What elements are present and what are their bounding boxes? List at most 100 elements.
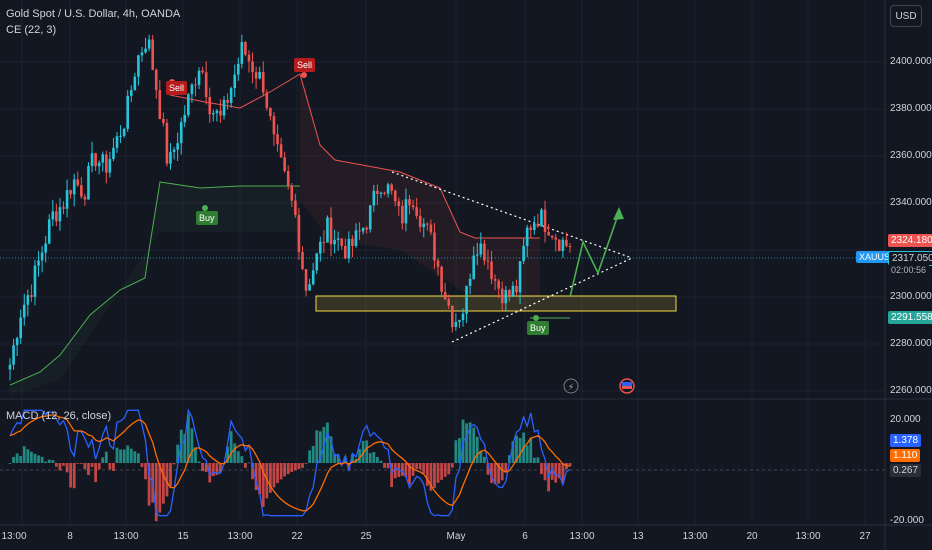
candle-body bbox=[508, 290, 511, 297]
macd-histogram-bar bbox=[504, 463, 508, 473]
macd-histogram-bar bbox=[326, 422, 329, 463]
macd-histogram-bar bbox=[83, 463, 87, 470]
candle-body bbox=[301, 252, 304, 270]
macd-histogram-bar bbox=[194, 447, 197, 463]
macd-histogram-bar bbox=[37, 455, 40, 463]
macd-histogram-bar bbox=[197, 461, 201, 463]
candle-body bbox=[426, 223, 429, 225]
macd-histogram-bar bbox=[251, 463, 254, 480]
macd-histogram-bar bbox=[47, 459, 51, 463]
macd-histogram-bar bbox=[351, 454, 354, 463]
candle-body bbox=[162, 118, 165, 123]
candle-body bbox=[90, 153, 94, 167]
macd-histogram-bar bbox=[490, 463, 493, 483]
flag-glyph bbox=[622, 382, 632, 389]
time-tick: 8 bbox=[67, 531, 73, 542]
macd-histogram-bar bbox=[286, 463, 290, 475]
candle-body bbox=[133, 76, 137, 91]
candle-body bbox=[269, 107, 272, 117]
macd-histogram-bar bbox=[433, 463, 436, 488]
macd-histogram-bar bbox=[383, 463, 386, 468]
candle-body bbox=[97, 162, 101, 167]
time-tick: 20 bbox=[746, 531, 758, 542]
candle-body bbox=[554, 237, 558, 240]
macd-tick: -20.000 bbox=[890, 515, 924, 526]
macd-histogram-bar bbox=[450, 463, 454, 468]
macd-histogram-bar bbox=[532, 457, 536, 463]
candle-body bbox=[229, 88, 233, 103]
candle-body bbox=[12, 345, 15, 365]
macd-histogram-bar bbox=[244, 463, 247, 468]
macd-histogram-bar bbox=[94, 463, 98, 483]
lightning-event-icon[interactable] bbox=[563, 378, 579, 394]
macd-histogram-bar bbox=[458, 438, 461, 463]
candle-body bbox=[511, 285, 515, 297]
candle-body bbox=[144, 48, 147, 53]
macd-histogram-bar bbox=[79, 463, 83, 464]
sell-signal-1: Sell bbox=[166, 81, 188, 95]
macd-histogram-bar bbox=[112, 463, 115, 471]
macd-histogram-bar bbox=[550, 463, 554, 480]
candle-body bbox=[129, 90, 133, 96]
macd-histogram-bar bbox=[240, 456, 244, 463]
macd-histogram-bar bbox=[65, 463, 69, 473]
candle-body bbox=[440, 266, 443, 292]
macd-histogram-bar bbox=[62, 463, 65, 466]
macd-histogram-bar bbox=[443, 463, 447, 477]
ce-long-fill bbox=[10, 182, 300, 395]
macd-histogram-bar bbox=[475, 436, 479, 463]
candle-body bbox=[154, 69, 158, 91]
price-tick: 2260.000 bbox=[890, 385, 932, 396]
candle-body bbox=[194, 84, 197, 86]
candle-body bbox=[297, 215, 301, 253]
macd-histogram-bar bbox=[115, 447, 119, 463]
candle-body bbox=[475, 254, 479, 256]
currency-button[interactable]: USD bbox=[890, 5, 922, 27]
upper-price-badge: 2324.180 bbox=[888, 234, 932, 247]
candle-body bbox=[279, 144, 283, 158]
candle-body bbox=[365, 227, 368, 230]
macd-histogram-bar bbox=[247, 462, 251, 464]
sell-dot-2 bbox=[301, 72, 307, 78]
candle-body bbox=[497, 280, 500, 289]
macd-histogram-bar bbox=[390, 463, 394, 488]
macd-histogram-bar bbox=[129, 448, 133, 463]
candle-body bbox=[172, 149, 176, 152]
macd-histogram-bar bbox=[525, 445, 529, 463]
macd-histogram-bar bbox=[87, 463, 90, 476]
time-tick: 13:00 bbox=[1, 531, 27, 542]
macd-histogram-bar bbox=[511, 441, 515, 463]
macd-histogram-bar bbox=[72, 463, 76, 489]
candle-body bbox=[533, 223, 536, 230]
candle-body bbox=[158, 90, 162, 119]
macd-histogram-bar bbox=[304, 463, 308, 464]
macd-histogram-bar bbox=[101, 457, 105, 463]
candle-body bbox=[140, 52, 144, 56]
ce-short-line bbox=[169, 73, 540, 239]
price-tick: 2340.000 bbox=[890, 197, 932, 208]
candle-body bbox=[550, 235, 554, 238]
time-tick: 13 bbox=[632, 531, 644, 542]
macd-histogram-bar bbox=[219, 463, 222, 473]
candle-body bbox=[69, 190, 72, 195]
candle-body bbox=[286, 171, 290, 186]
candle-body bbox=[376, 190, 379, 194]
flag-glyph-stripe bbox=[622, 386, 632, 389]
macd-histogram-bar bbox=[165, 463, 169, 497]
sell-signal-2: Sell bbox=[294, 58, 316, 72]
candle-body bbox=[390, 184, 393, 191]
candle-body bbox=[329, 217, 333, 245]
signal-line bbox=[9, 414, 571, 512]
price-tick: 2280.000 bbox=[890, 338, 932, 349]
candle-body bbox=[101, 154, 105, 163]
candle-body bbox=[458, 320, 461, 322]
macd-histogram-bar bbox=[140, 463, 144, 467]
stop-price-badge: 2291.558 bbox=[888, 311, 932, 324]
candle-body bbox=[265, 92, 269, 108]
candle-body bbox=[557, 239, 561, 251]
candle-body bbox=[347, 238, 351, 259]
macd-histogram-bar bbox=[561, 463, 565, 484]
candle-body bbox=[361, 227, 365, 232]
candle-body bbox=[258, 72, 261, 79]
